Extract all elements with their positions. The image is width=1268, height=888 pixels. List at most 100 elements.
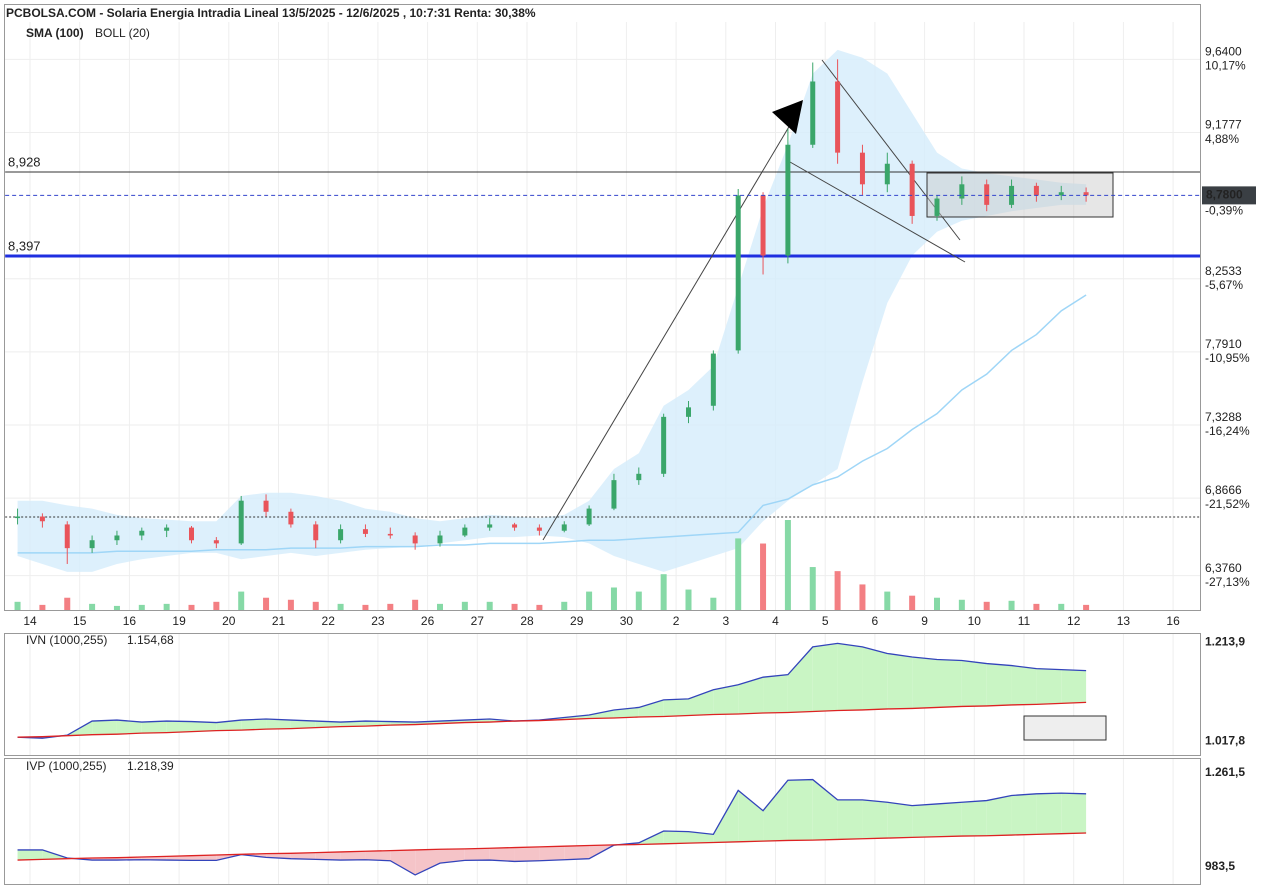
area-fill	[862, 799, 888, 839]
area-fill	[589, 709, 614, 719]
indicator-line	[17, 642, 1087, 739]
x-tick-label: 29	[570, 614, 584, 628]
trend-line	[542, 124, 791, 541]
x-tick-label: 28	[520, 614, 534, 628]
candle-body	[1009, 185, 1015, 205]
panel-last: 1.218,39	[127, 759, 174, 773]
candle-body	[909, 163, 915, 216]
area-fill	[663, 698, 689, 717]
y-tick-label: 7,7910	[1205, 337, 1242, 351]
area-fill	[1036, 668, 1062, 705]
volume-bar	[362, 604, 369, 610]
y-tick-label: 6,3760	[1205, 561, 1242, 575]
area-fill	[290, 852, 316, 860]
volume-bar	[735, 538, 742, 610]
area-fill	[961, 660, 987, 707]
volume-bar	[163, 603, 170, 610]
x-tick-label: 4	[772, 614, 779, 628]
area-fill	[464, 848, 490, 861]
candle-body	[636, 473, 642, 481]
ivn-frame	[4, 633, 1201, 756]
area-fill	[837, 643, 863, 711]
volume-bar	[486, 601, 493, 610]
volume-bar	[337, 603, 344, 610]
candle-body	[437, 535, 443, 544]
x-tick-label: 16	[1166, 614, 1180, 628]
candle-body	[1083, 192, 1089, 196]
area-fill	[266, 719, 291, 730]
candle-body	[39, 516, 45, 522]
panel-last: 1.154,68	[127, 633, 174, 647]
area-fill	[514, 846, 540, 862]
chart-title: PCBOLSA.COM - Solaria Energia Intradia L…	[6, 6, 536, 20]
area-fill	[315, 851, 341, 861]
volume-bar	[263, 597, 270, 610]
candle-body	[835, 81, 841, 153]
volume-bar	[412, 599, 419, 610]
x-tick-label: 6	[872, 614, 879, 628]
volume-bar	[238, 591, 245, 610]
y-tick-label: 8,2533	[1205, 264, 1242, 278]
candle-body	[412, 535, 418, 544]
y2-tick-label: -21,52%	[1205, 497, 1250, 511]
y-tick-label: 1.261,5	[1205, 765, 1245, 779]
candle-body	[164, 527, 170, 531]
last-price-box	[1202, 186, 1256, 205]
ivp-frame	[4, 758, 1201, 885]
candle-body	[1033, 185, 1039, 196]
x-tick-label: 12	[1067, 614, 1081, 628]
area-fill	[539, 846, 565, 861]
y-tick-label: 9,6400	[1205, 45, 1242, 59]
candle-body	[238, 500, 244, 544]
candle-body	[1058, 192, 1064, 196]
volume-bar	[934, 597, 940, 610]
area-fill	[986, 795, 1012, 836]
candle-body	[114, 535, 120, 541]
volume-bar	[859, 584, 866, 610]
volume-bar	[213, 601, 220, 610]
candle-body	[189, 527, 194, 541]
y-tick-label: 7,3288	[1205, 410, 1242, 424]
volume-bar	[586, 591, 593, 610]
candle-body	[586, 508, 592, 525]
volume-bar	[660, 574, 667, 610]
x-tick-label: 5	[822, 614, 829, 628]
last-change-label: -0,39%	[1205, 204, 1243, 218]
volume-bar	[1008, 600, 1015, 610]
candle-body	[536, 527, 542, 531]
area-fill	[340, 851, 366, 861]
bollinger-band	[17, 49, 1087, 572]
candle-body	[785, 144, 791, 256]
y2-tick-label: 4,88%	[1205, 132, 1239, 146]
x-tick-label: 27	[471, 614, 485, 628]
candle-body	[15, 516, 21, 519]
x-tick-label: 10	[968, 614, 982, 628]
area-fill	[489, 847, 515, 862]
sma-line	[17, 294, 1087, 554]
candle-body	[263, 500, 269, 512]
candle-body	[760, 195, 766, 256]
area-fill	[92, 720, 117, 735]
area-fill	[887, 653, 913, 709]
area-fill	[713, 684, 739, 715]
level-label: 8,397	[8, 238, 41, 253]
level-label: 8,928	[8, 154, 41, 169]
candle-body	[859, 152, 865, 185]
area-fill	[912, 803, 937, 838]
volume-bar	[461, 601, 468, 610]
volume-bar	[287, 599, 294, 610]
panel-title: IVP (1000,255)	[26, 759, 107, 773]
area-fill	[440, 848, 465, 864]
candle-body	[561, 524, 567, 531]
area-fill	[738, 790, 764, 842]
candle-body	[984, 184, 990, 205]
candle-body	[288, 511, 294, 525]
candle-body	[89, 540, 95, 549]
area-fill	[141, 721, 167, 734]
area-fill	[1011, 665, 1037, 705]
area-fill	[937, 659, 962, 708]
x-tick-label: 22	[322, 614, 336, 628]
volume-bar	[784, 520, 791, 610]
candle-body	[313, 524, 319, 541]
area-fill	[564, 845, 590, 860]
